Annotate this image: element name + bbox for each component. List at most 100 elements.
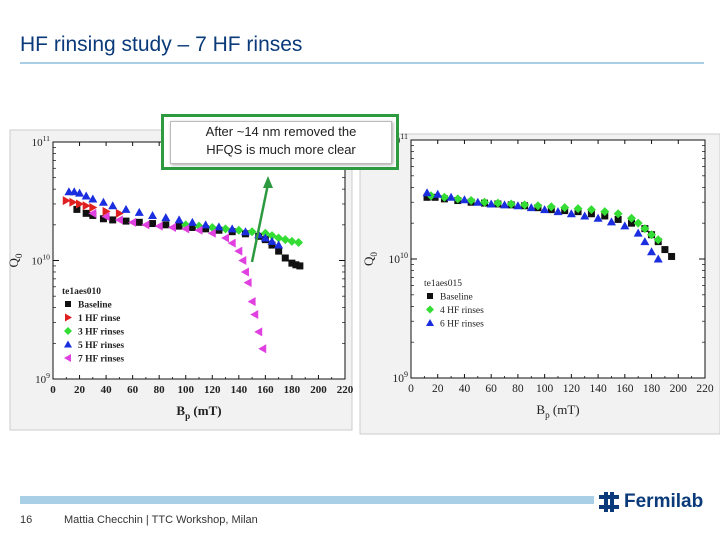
legend-marker xyxy=(426,305,434,314)
legend-marker xyxy=(427,293,433,299)
left-chart-group: 0 20 40 60 80 100 120 140 160 180 200 2201091010101… xyxy=(6,129,354,431)
data-point xyxy=(633,218,643,228)
x-tick-label: 140 xyxy=(231,384,248,396)
data-point xyxy=(194,225,203,235)
legend-label: Baseline xyxy=(440,293,473,303)
data-point xyxy=(75,188,85,197)
data-point xyxy=(122,217,130,225)
data-point xyxy=(275,247,283,255)
y-axis-label-main: Q xyxy=(6,257,21,267)
data-point xyxy=(141,220,150,230)
data-point xyxy=(459,195,469,204)
data-point xyxy=(187,217,197,226)
y-tick-label-base: 10 xyxy=(392,373,404,385)
data-point xyxy=(62,196,71,206)
data-point xyxy=(201,220,211,229)
data-point xyxy=(500,200,510,209)
x-tick-label: 160 xyxy=(616,383,634,395)
x-tick-label: 220 xyxy=(696,383,714,395)
legend-marker xyxy=(64,327,72,335)
data-point xyxy=(653,235,663,245)
data-point xyxy=(633,228,643,237)
series-1-hf-rinse xyxy=(62,196,124,218)
legend-title: te1aes015 xyxy=(424,279,462,289)
plot-frame xyxy=(410,139,706,379)
x-tick-label: 120 xyxy=(563,383,581,395)
y-tick-label: 109 xyxy=(35,371,50,386)
y-tick-label-exp: 11 xyxy=(43,134,51,143)
data-point xyxy=(513,201,523,210)
data-point xyxy=(540,205,550,214)
fermilab-logo: Fermilab xyxy=(598,488,703,516)
data-point xyxy=(247,297,256,307)
title-divider xyxy=(20,62,704,64)
y-axis-label-main: Q xyxy=(361,256,376,266)
x-tick-label: 0 xyxy=(50,384,56,396)
data-point xyxy=(174,215,184,224)
legend-label: 1 HF rinse xyxy=(78,314,120,324)
x-tick-label: 160 xyxy=(257,384,274,396)
x-axis-label-unit: (mT) xyxy=(190,403,221,418)
legend-label: Baseline xyxy=(78,301,112,311)
data-point xyxy=(647,247,657,256)
legend-marker xyxy=(65,301,71,307)
data-point xyxy=(546,202,556,212)
data-point xyxy=(423,193,431,201)
data-point xyxy=(606,217,616,226)
data-point xyxy=(109,216,117,224)
data-point xyxy=(661,246,669,254)
data-point xyxy=(227,224,237,233)
y-tick-label: 1010 xyxy=(31,253,50,268)
legend: te1aes015 Baseline 4 HF rinses 6 HF rinses xyxy=(424,279,484,330)
legend-marker xyxy=(64,354,71,362)
legend-title: te1aes010 xyxy=(62,287,101,297)
series-6-hf-rinses xyxy=(422,188,663,263)
data-point xyxy=(296,262,304,270)
x-tick-label: 180 xyxy=(284,384,301,396)
data-point xyxy=(135,218,143,226)
annotation-callout-box: After ~14 nm removed the HFQS is much mo… xyxy=(161,114,399,170)
legend-label: 7 HF rinses xyxy=(78,355,124,365)
data-point xyxy=(101,212,110,222)
x-axis-label-sub: p xyxy=(185,411,190,421)
data-point xyxy=(628,219,635,227)
data-point xyxy=(73,205,81,213)
data-point xyxy=(274,240,284,249)
data-point xyxy=(221,224,231,234)
x-axis-label-sub: p xyxy=(545,410,550,420)
footer-citation: Mattia Checchin | TTC Workshop, Milan xyxy=(64,514,258,526)
data-point xyxy=(161,213,171,222)
y-tick-label-base: 10 xyxy=(388,254,400,266)
x-tick-label: 40 xyxy=(101,384,113,396)
data-point xyxy=(88,194,98,203)
data-point xyxy=(560,203,570,213)
data-point xyxy=(640,224,650,234)
data-point xyxy=(148,210,158,219)
data-point xyxy=(188,223,196,231)
data-point xyxy=(162,221,170,229)
slide-title: HF rinsing study – 7 HF rinses xyxy=(20,33,303,56)
data-point xyxy=(267,236,277,245)
y-tick-label-exp: 10 xyxy=(400,251,408,260)
y-axis-label: Q0 xyxy=(6,253,24,267)
y-tick-label: 1011 xyxy=(32,134,51,149)
data-point xyxy=(202,225,210,233)
data-point xyxy=(668,252,676,260)
data-point xyxy=(82,201,91,211)
data-point xyxy=(99,215,107,223)
x-axis-label: Bp (mT) xyxy=(536,402,579,420)
data-point xyxy=(240,227,250,236)
data-point xyxy=(121,204,131,213)
data-point xyxy=(214,222,224,231)
data-point xyxy=(533,201,543,211)
right-chart-group: 0204060801001201401601802002201091010101… xyxy=(359,132,720,435)
legend-marker xyxy=(65,313,72,322)
x-tick-label: 80 xyxy=(512,383,524,395)
data-point xyxy=(98,197,108,206)
data-point xyxy=(243,278,252,288)
y-tick-label-base: 10 xyxy=(35,374,47,386)
legend: te1aes010 Baseline 1 HF rinse 3 HF rinses 5 … xyxy=(62,287,124,365)
data-point xyxy=(653,254,663,263)
x-tick-label: 220 xyxy=(337,384,354,396)
data-point xyxy=(102,206,111,216)
